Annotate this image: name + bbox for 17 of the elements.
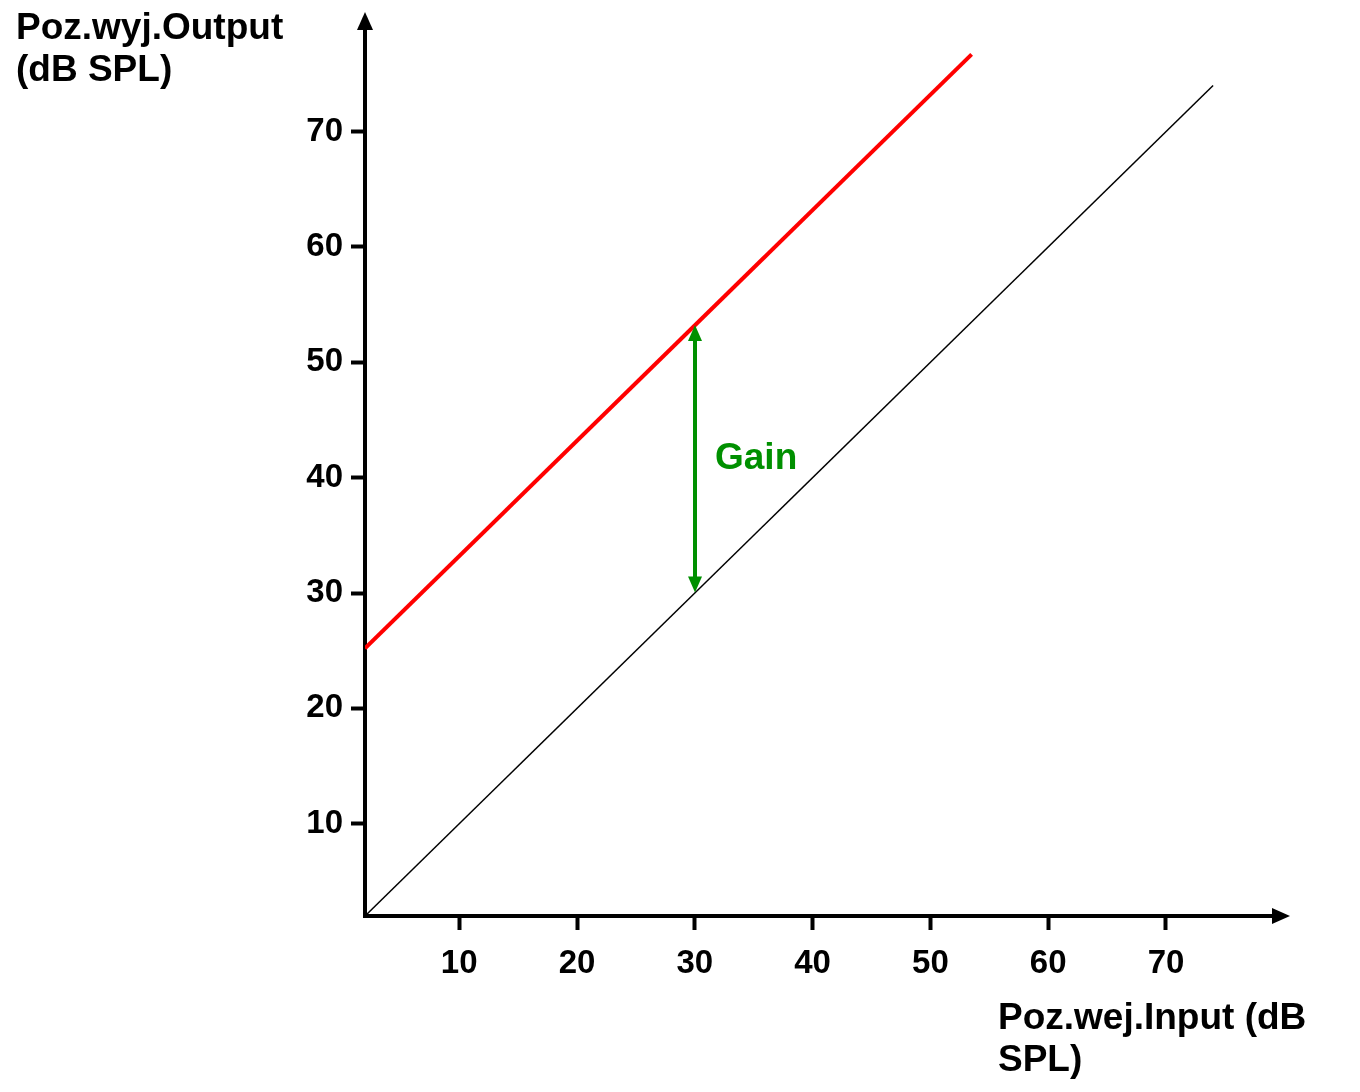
y-tick-label: 60	[306, 226, 343, 264]
x-tick-label: 60	[1029, 942, 1067, 980]
x-tick-label: 20	[558, 942, 596, 980]
x-tick-label: 30	[676, 942, 714, 980]
x-tick-label: 70	[1147, 942, 1185, 980]
x-tick-label: 10	[440, 942, 478, 980]
y-tick-label: 40	[306, 456, 343, 494]
y-tick-label: 30	[306, 572, 343, 610]
annotation: Gain	[715, 436, 798, 478]
x-axis-title: Poz.wej.Input (dB SPL)	[998, 996, 1308, 1080]
y-tick-label: 70	[306, 110, 343, 148]
x-tick-label: 40	[794, 942, 831, 980]
y-tick-label: 50	[306, 341, 343, 379]
y-axis-title: Poz.wyj.Output (dB SPL)	[16, 6, 285, 90]
y-tick-label: 10	[306, 802, 343, 840]
x-tick-label: 50	[912, 942, 949, 980]
y-tick-label: 20	[306, 687, 343, 725]
